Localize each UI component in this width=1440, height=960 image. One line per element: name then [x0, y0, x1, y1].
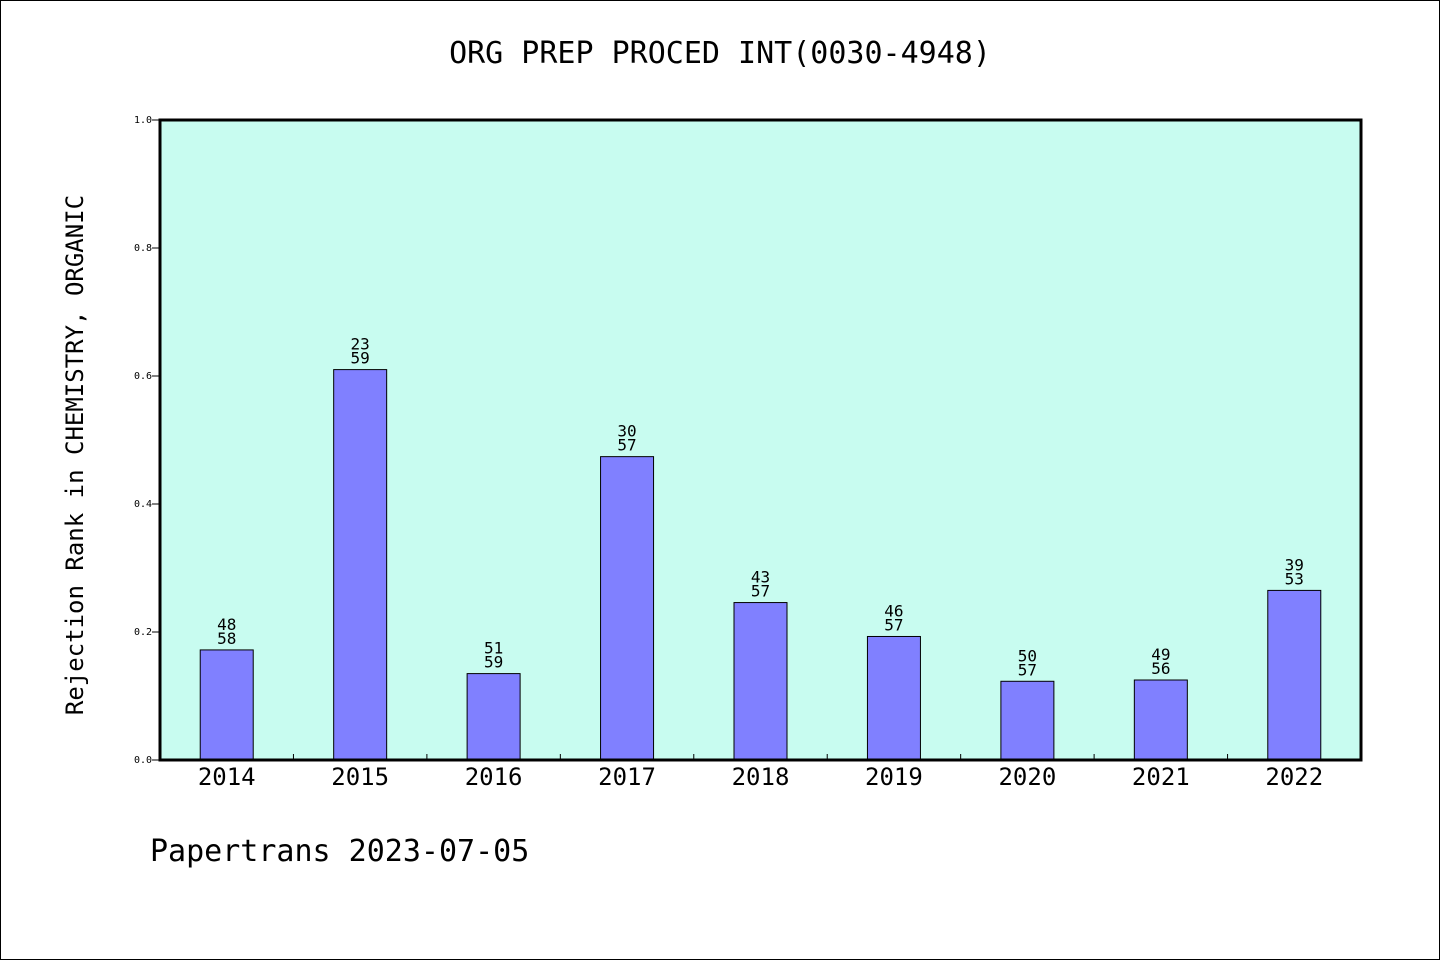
bar-label-top: 49: [1151, 645, 1170, 664]
bar-label-bottom: 56: [1151, 659, 1170, 678]
bar-label-top: 48: [217, 615, 236, 634]
bar-label-top: 30: [617, 422, 636, 441]
footer-credit: Papertrans 2023-07-05: [150, 834, 530, 869]
bar-label-bottom: 58: [217, 629, 236, 648]
bar-label-bottom: 57: [884, 615, 903, 634]
y-tick-label: 1.0: [134, 115, 152, 126]
bar: [1000, 680, 1055, 761]
bar: [199, 649, 254, 761]
y-tick-label: 0.6: [134, 371, 152, 382]
bar-label-bottom: 57: [617, 436, 636, 455]
bar: [466, 673, 521, 761]
x-tick-label: 2014: [198, 763, 256, 791]
x-tick-label: 2015: [331, 763, 389, 791]
bar: [1133, 679, 1188, 761]
y-tick-label: 0.0: [134, 755, 152, 766]
bar: [1267, 589, 1322, 761]
chart-title: ORG PREP PROCED INT(0030-4948): [449, 36, 991, 71]
x-tick-label: 2016: [465, 763, 523, 791]
bar-label-bottom: 59: [484, 653, 503, 672]
bar-label-bottom: 57: [751, 582, 770, 601]
x-tick-label: 2017: [598, 763, 656, 791]
x-tick-label: 2019: [865, 763, 923, 791]
y-tick-label: 0.8: [134, 243, 152, 254]
bar: [600, 456, 655, 761]
bar: [733, 602, 788, 761]
bar-label-top: 51: [484, 639, 503, 658]
bar-label-top: 50: [1018, 646, 1037, 665]
plot-border: [158, 118, 1363, 762]
x-tick-label: 2018: [732, 763, 790, 791]
bar-label-bottom: 53: [1285, 569, 1304, 588]
bar: [333, 369, 388, 761]
y-tick-label: 0.2: [134, 627, 152, 638]
x-tick-label: 2020: [998, 763, 1056, 791]
bar-label-top: 43: [751, 568, 770, 587]
bar-label-bottom: 57: [1018, 660, 1037, 679]
bar-label-top: 39: [1285, 555, 1304, 574]
bar-label-top: 23: [351, 335, 370, 354]
bar-label-top: 46: [884, 601, 903, 620]
y-tick-label: 0.4: [134, 499, 152, 510]
x-tick-label: 2021: [1132, 763, 1190, 791]
bar: [866, 635, 921, 761]
bar-label-bottom: 59: [351, 349, 370, 368]
x-tick-label: 2022: [1265, 763, 1323, 791]
